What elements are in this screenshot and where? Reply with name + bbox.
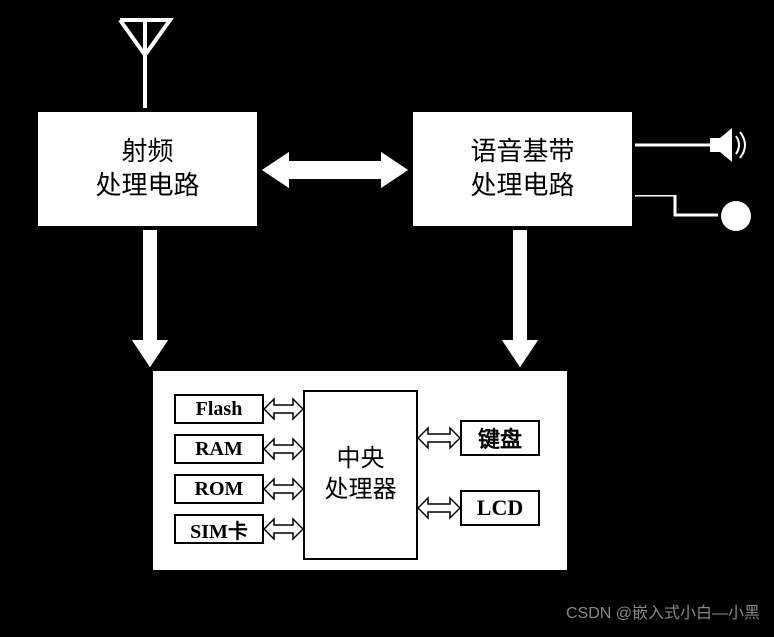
rf-line2: 处理电路 — [95, 169, 199, 203]
cpu-line1: 中央 — [325, 444, 397, 475]
ram-label: RAM — [195, 438, 243, 461]
cpu-block: 中央 处理器 — [303, 390, 418, 560]
sim-arrow — [264, 517, 303, 541]
voice-mic-line — [635, 195, 720, 235]
ram-arrow — [264, 437, 303, 461]
keyboard-block: 键盘 — [460, 420, 540, 456]
sim-label: SIM卡 — [190, 515, 248, 544]
lcd-block: LCD — [460, 490, 540, 526]
voice-speaker-line — [635, 140, 715, 150]
rf-block: 射频 处理电路 — [35, 109, 260, 229]
cpu-line2: 处理器 — [325, 475, 397, 506]
voice-line1: 语音基带 — [470, 135, 574, 169]
speaker-icon — [710, 128, 750, 162]
flash-label: Flash — [196, 398, 243, 421]
watermark: CSDN @嵌入式小白—小黑 — [566, 599, 760, 623]
ram-block: RAM — [174, 434, 264, 464]
antenna-icon — [110, 10, 180, 110]
voice-down-arrow — [500, 229, 540, 369]
flash-arrow — [264, 397, 303, 421]
lcd-arrow — [418, 496, 460, 520]
keyboard-arrow — [418, 426, 460, 450]
sim-block: SIM卡 — [174, 514, 264, 544]
voice-block: 语音基带 处理电路 — [410, 109, 635, 229]
keyboard-label: 键盘 — [478, 422, 522, 454]
rf-line1: 射频 — [95, 135, 199, 169]
rf-voice-arrow — [260, 148, 410, 192]
rom-arrow — [264, 477, 303, 501]
rf-down-arrow — [130, 229, 170, 369]
voice-line2: 处理电路 — [470, 169, 574, 203]
rom-block: ROM — [174, 474, 264, 504]
flash-block: Flash — [174, 394, 264, 424]
mic-icon — [718, 198, 754, 234]
rom-label: ROM — [195, 478, 244, 501]
lcd-label: LCD — [477, 495, 523, 521]
